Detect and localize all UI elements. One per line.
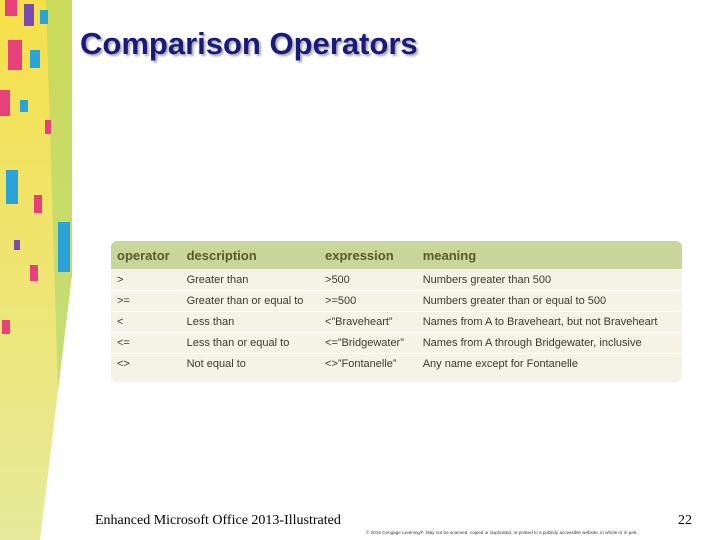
table-cell: Less than — [180, 311, 320, 333]
table-cell: Less than or equal to — [180, 332, 320, 354]
slide-title: Comparison Operators — [80, 26, 418, 61]
table-row: <> Not equal to <>”Fontanelle” Any name exc… — [111, 353, 682, 382]
table-cell: Any name except for Fontanelle — [416, 353, 682, 382]
table-cell: <=”Bridgewater” — [319, 332, 417, 354]
table-cell: <> — [111, 353, 181, 382]
table-cell: Names from A to Braveheart, but not Brav… — [416, 311, 682, 333]
table-cell: Not equal to — [180, 353, 320, 382]
decoration — [0, 0, 72, 540]
header-row: operator description expression meaning — [111, 241, 682, 270]
table-cell: Names from A through Bridgewater, inclus… — [416, 332, 682, 354]
table-cell: <”Braveheart” — [319, 311, 417, 333]
table-cell: Numbers greater than 500 — [416, 269, 682, 291]
operator-table: operator description expression meaning > Gr… — [111, 241, 682, 382]
copyright: © 2015 Cengage Learning®. May not be sca… — [366, 530, 638, 535]
table-cell: < — [111, 311, 181, 333]
table-cell: >500 — [319, 269, 417, 291]
header-cell: operator — [111, 241, 181, 270]
table-cell: <= — [111, 332, 181, 354]
table-cell: Greater than — [180, 269, 320, 291]
table-cell: >=500 — [319, 290, 417, 312]
table-row: >= Greater than or equal to >=500 Numbers g… — [111, 290, 682, 312]
header-cell: description — [180, 241, 320, 270]
table-row: <= Less than or equal to <=”Bridgewater” Na… — [111, 332, 682, 354]
course-name: Enhanced Microsoft Office 2013-Illustrat… — [95, 513, 341, 528]
table-cell: Numbers greater than or equal to 500 — [416, 290, 682, 312]
table-cell: > — [111, 269, 181, 291]
table-cell: Greater than or equal to — [180, 290, 320, 312]
table-cell: >= — [111, 290, 181, 312]
header-cell: expression — [319, 241, 417, 270]
page-number: 22 — [678, 513, 692, 528]
table-row: > Greater than >500 Numbers greater than 50… — [111, 269, 682, 291]
table-cell: <>”Fontanelle” — [319, 353, 417, 382]
header-cell: meaning — [416, 241, 682, 270]
table-row: < Less than <”Braveheart” Names from A to B… — [111, 311, 682, 333]
